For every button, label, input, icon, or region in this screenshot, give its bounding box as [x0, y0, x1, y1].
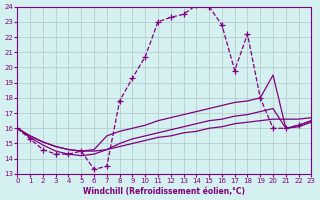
X-axis label: Windchill (Refroidissement éolien,°C): Windchill (Refroidissement éolien,°C) — [84, 187, 245, 196]
